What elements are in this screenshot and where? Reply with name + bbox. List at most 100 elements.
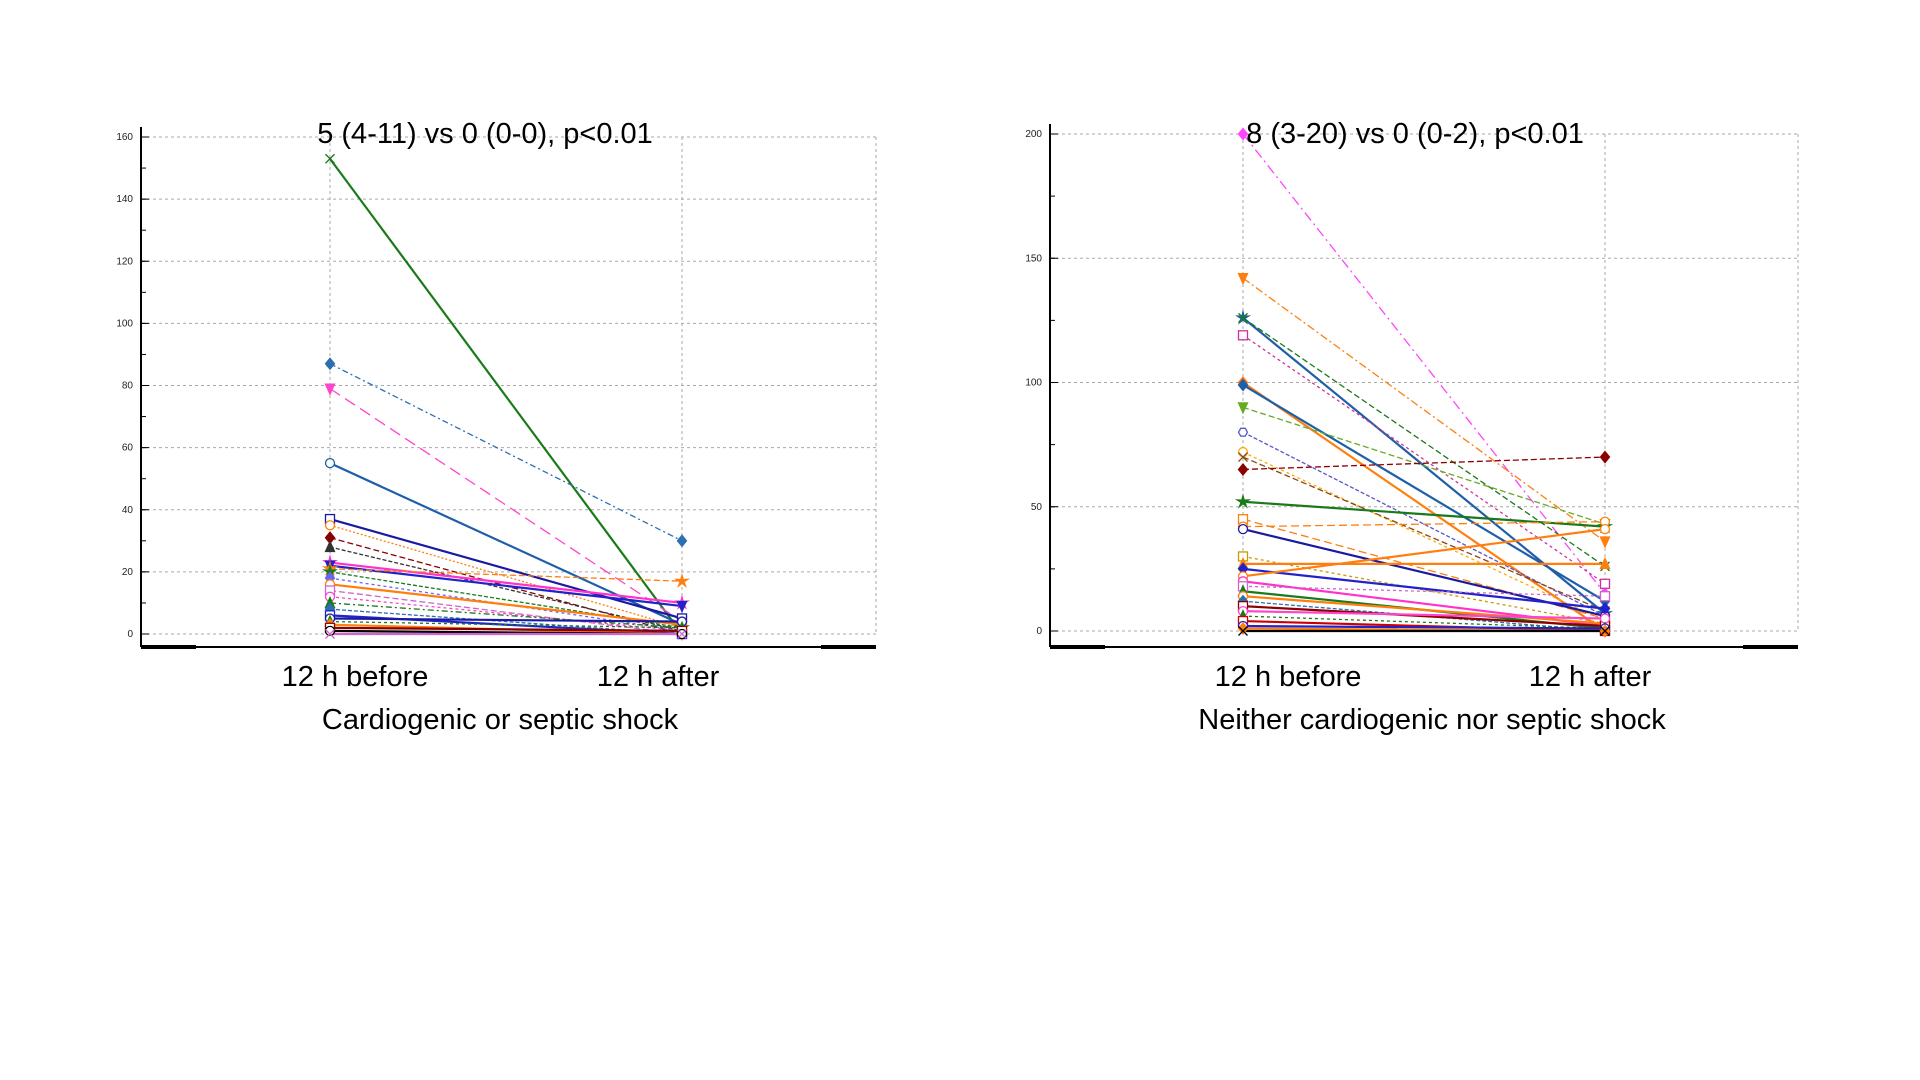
- series-line: [329, 596, 683, 632]
- y-tick-label: 160: [116, 132, 133, 143]
- y-tick-label: 140: [116, 194, 133, 205]
- x-category-label: 12 h after: [1529, 661, 1652, 693]
- series-line: [329, 524, 683, 629]
- data-point-before: [1238, 312, 1248, 323]
- x-category-label: 12 h after: [597, 661, 720, 693]
- series-line: [1242, 521, 1606, 528]
- series-line: [1242, 615, 1606, 630]
- series-line: [329, 561, 683, 605]
- x-category-label: 12 h before: [282, 661, 429, 693]
- y-tick-label: 150: [1025, 253, 1042, 264]
- data-point-before: [1237, 378, 1249, 392]
- series-lines: [329, 158, 683, 636]
- y-tick-label: 120: [116, 256, 133, 267]
- series-line: [329, 363, 683, 542]
- chart-panel-1: 0 20 40 60 80 100 120 140 160 5 (4-11) vs 0 (0-0)…: [116, 118, 877, 736]
- y-tick-label: 0: [1036, 626, 1042, 637]
- series-line: [1242, 555, 1606, 625]
- data-point-before: [1238, 626, 1248, 636]
- series-line: [1242, 567, 1606, 610]
- y-tick-label: 100: [1025, 378, 1042, 389]
- x-axis-label: Neither cardiogenic nor septic shock: [1198, 704, 1666, 736]
- data-point-after: [677, 629, 687, 639]
- series-line: [1242, 610, 1606, 620]
- data-point-after: [1599, 450, 1611, 464]
- data-point-before: [1237, 402, 1249, 415]
- y-tick-label: 40: [122, 505, 134, 516]
- data-point-after: [673, 572, 691, 589]
- series-line: [1242, 456, 1606, 612]
- y-tick-label: 200: [1025, 129, 1042, 140]
- series-line: [329, 518, 683, 620]
- data-point-after: [1600, 626, 1610, 636]
- data-point-after: [1599, 536, 1611, 549]
- data-point-before: [1237, 523, 1249, 535]
- data-point-before: [1234, 493, 1252, 509]
- series-line: [1242, 317, 1606, 567]
- series-line: [329, 589, 683, 635]
- data-point-before: [324, 625, 336, 637]
- series-line: [329, 620, 683, 629]
- data-point-after: [676, 534, 688, 548]
- series-markers: [1234, 127, 1614, 638]
- series-line: [1242, 595, 1606, 625]
- x-axis-label: Cardiogenic or septic shock: [322, 704, 679, 736]
- series-line: [1242, 585, 1606, 597]
- series-markers: [321, 153, 691, 641]
- data-point-before: [1237, 462, 1249, 477]
- y-tick-label: 0: [127, 629, 133, 640]
- series-line: [329, 626, 683, 632]
- series-line: [1242, 384, 1606, 603]
- series-line: [1242, 605, 1606, 628]
- chart-panel-2: 0 50 100 150 200 8 (3-20) vs 0 (0-2), p<0.01 1…: [1025, 118, 1799, 736]
- data-point-after: [1599, 556, 1611, 570]
- series-line: [329, 462, 683, 626]
- series-line: [1242, 451, 1606, 622]
- series-line: [1242, 133, 1606, 595]
- y-tick-label: 100: [116, 318, 133, 329]
- data-point-after: [1599, 523, 1611, 535]
- data-point-after: [676, 600, 688, 614]
- chart-title: 8 (3-20) vs 0 (0-2), p<0.01: [1246, 118, 1584, 150]
- data-point-before: [1237, 446, 1249, 458]
- series-line: [329, 602, 683, 629]
- series-line: [1242, 406, 1606, 525]
- data-point-before: [324, 520, 336, 531]
- data-point-before: [1237, 272, 1249, 286]
- data-point-before: [325, 629, 335, 639]
- series-line: [1242, 619, 1606, 633]
- series-line: [329, 583, 683, 626]
- series-line: [1242, 624, 1606, 630]
- data-point-before: [1237, 427, 1249, 437]
- series-line: [1242, 528, 1606, 578]
- chart-title: 5 (4-11) vs 0 (0-0), p<0.01: [317, 118, 653, 150]
- y-tick-label: 60: [122, 443, 134, 454]
- data-point-before: [1237, 621, 1249, 636]
- series-line: [329, 158, 683, 635]
- series-line: [329, 564, 683, 608]
- data-point-after: [1599, 591, 1611, 602]
- data-point-before: [1238, 452, 1248, 463]
- series-line: [1242, 277, 1606, 543]
- x-category-label: 12 h before: [1215, 661, 1362, 693]
- series-line: [329, 388, 683, 623]
- y-tick-label: 80: [122, 381, 134, 392]
- series-lines: [1242, 133, 1606, 633]
- series-line: [329, 617, 683, 623]
- series-line: [329, 568, 683, 582]
- series-line: [1242, 381, 1606, 632]
- y-tick-label: 20: [122, 567, 134, 578]
- series-line: [1242, 456, 1606, 471]
- data-point-before: [325, 153, 335, 164]
- data-point-before: [324, 383, 336, 396]
- data-point-before: [324, 458, 336, 469]
- data-point-after: [1599, 578, 1611, 589]
- data-point-before: [324, 539, 336, 553]
- data-point-before: [324, 357, 336, 371]
- data-point-before: [1237, 330, 1249, 341]
- series-line: [1242, 334, 1606, 585]
- y-tick-label: 50: [1031, 502, 1043, 513]
- data-point-before: [1237, 127, 1249, 141]
